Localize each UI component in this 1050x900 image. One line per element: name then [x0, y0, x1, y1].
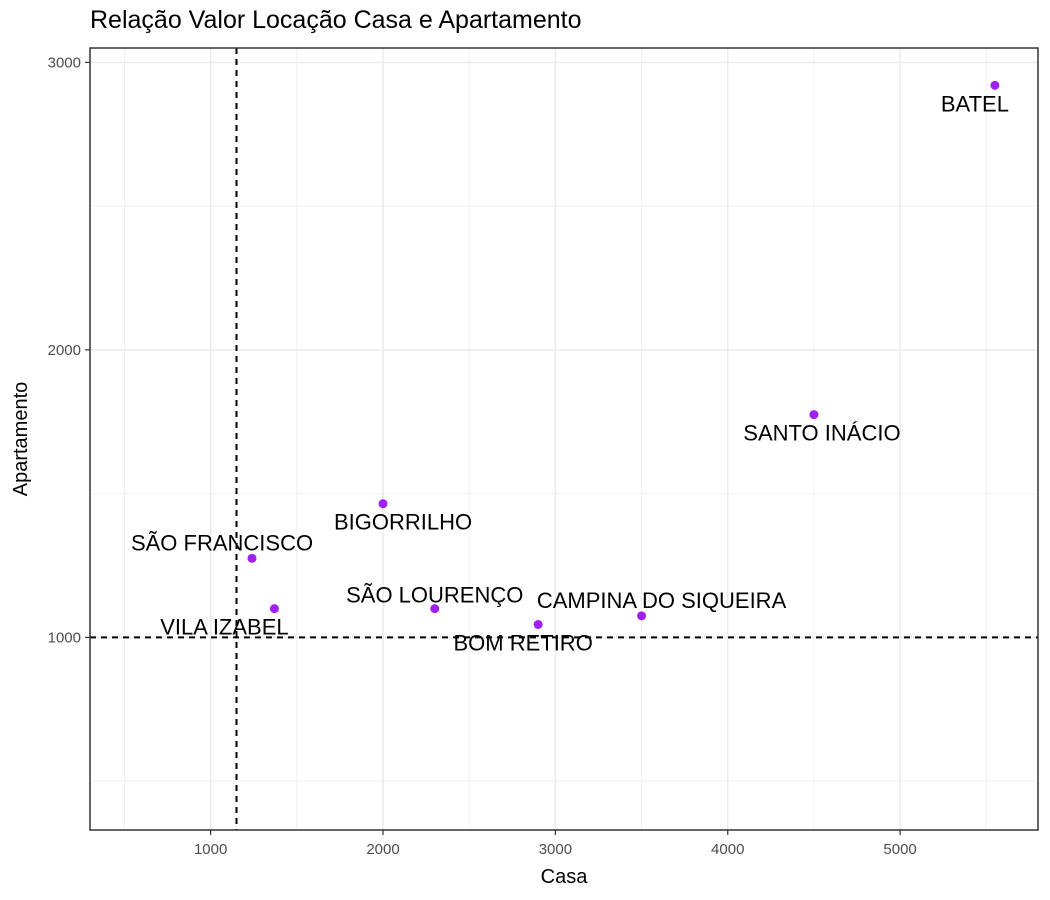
data-point: [990, 80, 1000, 90]
data-point: [637, 611, 647, 621]
reference-lines: [90, 48, 1038, 830]
data-point: [809, 410, 819, 420]
x-axis-title: Casa: [541, 866, 589, 888]
point-label: VILA IZABEL: [160, 615, 288, 640]
data-point: [533, 619, 543, 629]
y-tick-label: 2000: [48, 342, 81, 359]
x-tick-label: 4000: [711, 841, 744, 858]
y-tick-label: 1000: [48, 629, 81, 646]
point-label: SANTO INÁCIO: [743, 421, 900, 446]
panel-border: [89, 47, 1039, 831]
point-labels: BATEL SANTO INÁCIO BIGORRILHO SÃO FRANCISCO…: [131, 91, 1009, 655]
data-point: [430, 604, 440, 614]
y-axis-ticks: 1000 2000 3000: [48, 54, 90, 646]
point-label: BATEL: [941, 91, 1009, 116]
x-axis-ticks: 1000 2000 3000 4000 5000: [194, 830, 917, 858]
x-tick-label: 2000: [366, 841, 399, 858]
y-tick-label: 3000: [48, 54, 81, 71]
data-point: [378, 499, 388, 509]
point-label: BIGORRILHO: [334, 510, 472, 535]
point-label: SÃO FRANCISCO: [131, 530, 313, 555]
point-label: CAMPINA DO SIQUEIRA: [537, 588, 787, 613]
data-points: [247, 80, 1000, 629]
minor-gridlines: [90, 48, 1038, 830]
data-point: [269, 604, 279, 614]
x-tick-label: 5000: [883, 841, 916, 858]
y-axis-title: Apartamento: [10, 382, 32, 497]
point-label: SÃO LOURENÇO: [346, 583, 523, 608]
x-tick-label: 3000: [539, 841, 572, 858]
point-label: BOM RETIRO: [453, 630, 592, 655]
data-point: [247, 553, 257, 563]
chart-title: Relação Valor Locação Casa e Apartamento: [90, 6, 582, 34]
x-tick-label: 1000: [194, 841, 227, 858]
